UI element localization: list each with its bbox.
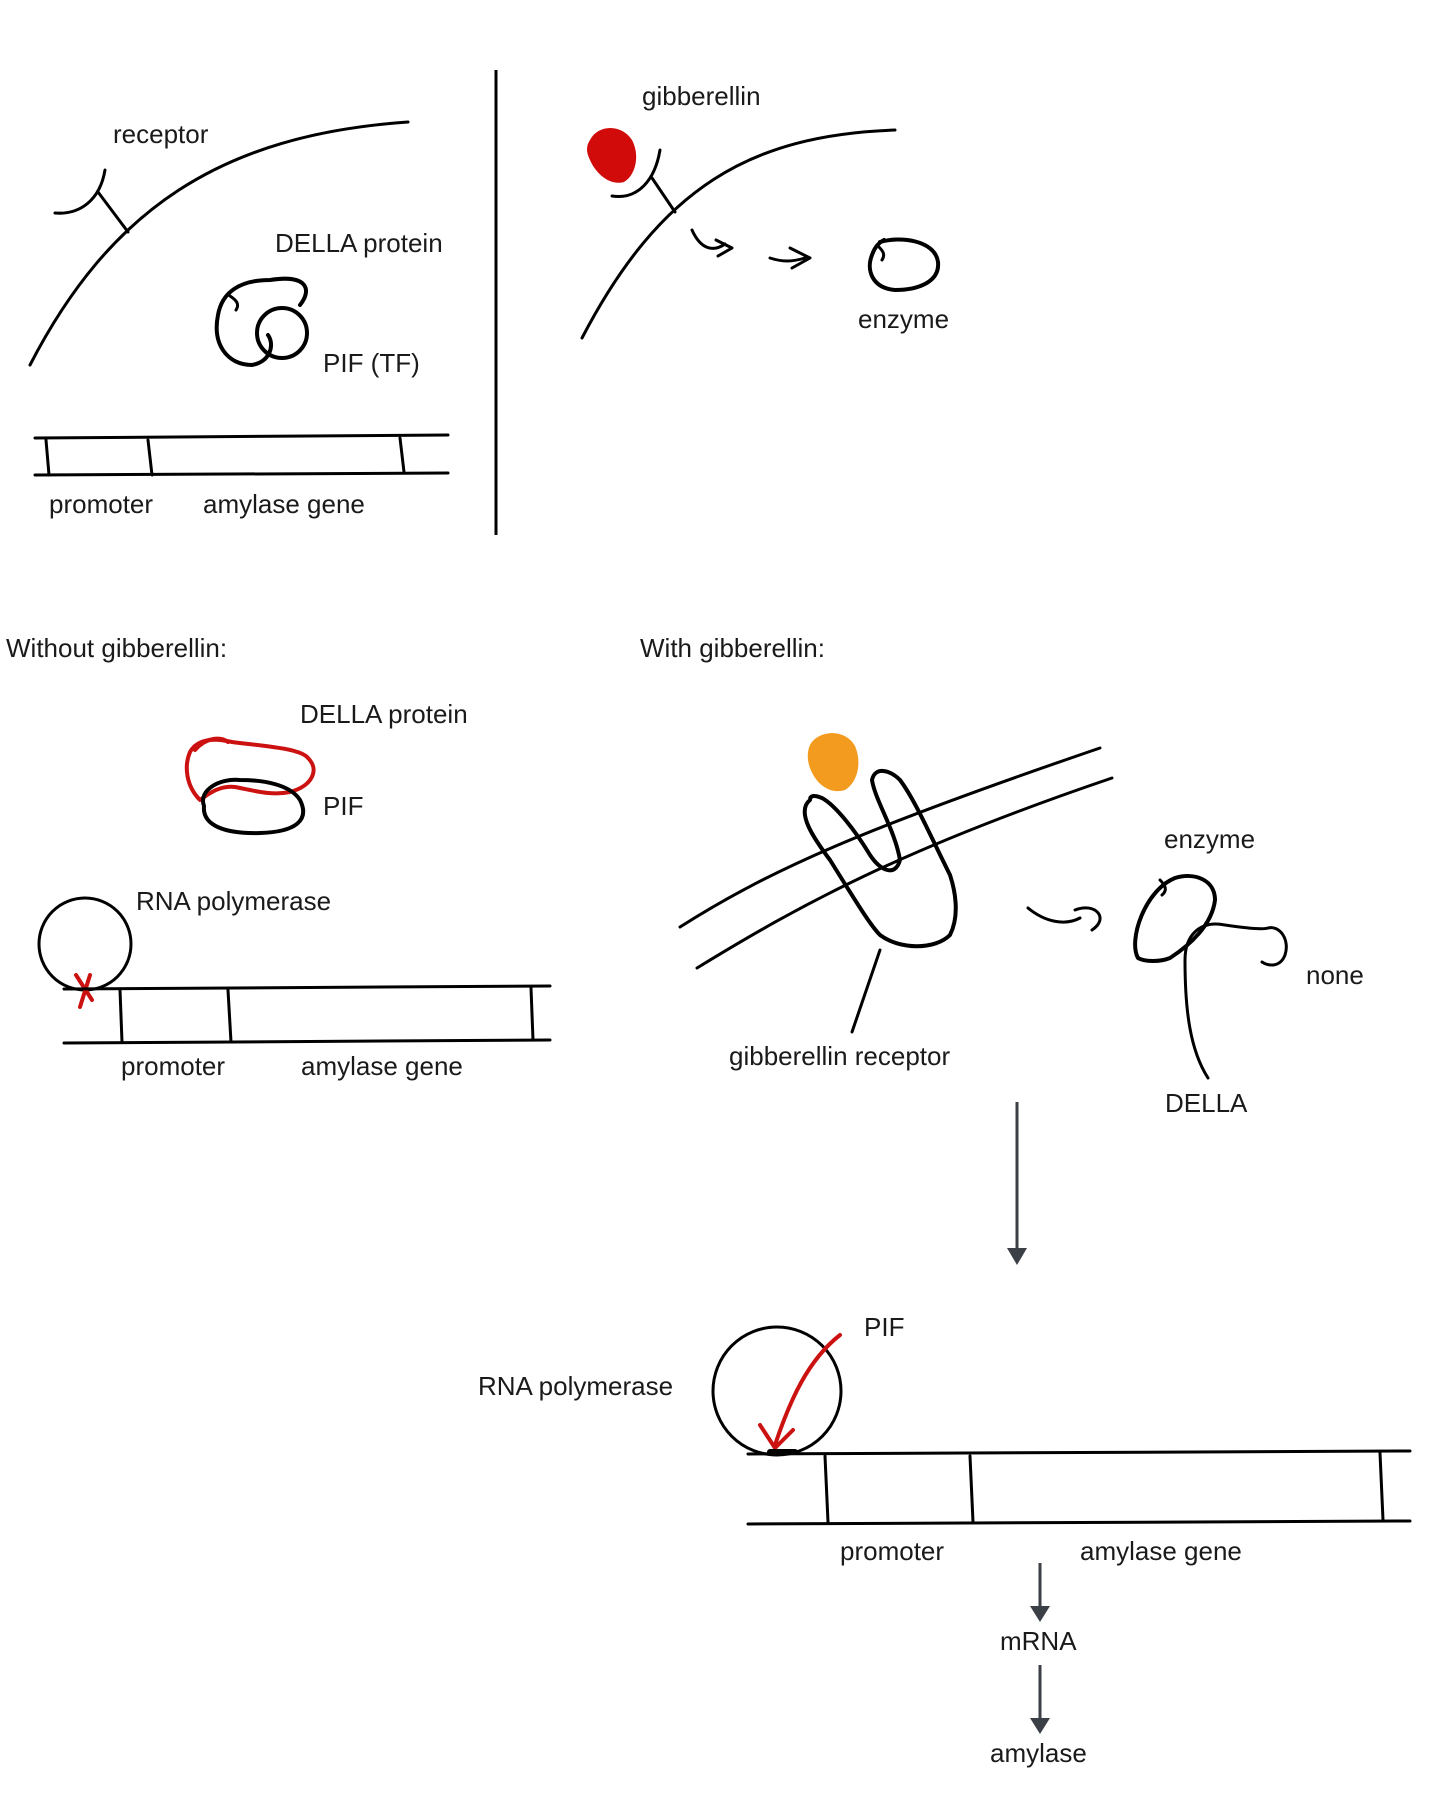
promoter-label: promoter [49,489,153,519]
squiggle-arrow-2 [768,246,812,270]
amylase-gene-label: amylase gene [1080,1536,1242,1566]
without-gibberellin-title: Without gibberellin: [6,633,227,663]
squiggle-arrow-1 [690,228,734,258]
squiggle-arrow [1026,906,1102,932]
receptor-shape [53,168,130,234]
dna-strand [746,1449,1412,1526]
with-gibberellin-title: With gibberellin: [640,633,825,663]
top-left-panel: receptor DELLA protein PIF (TF) promoter… [28,119,450,519]
della-pif-complex [214,276,309,367]
dna-strand [62,984,552,1045]
enzyme-hook [876,244,886,262]
amylase-gene-label: amylase gene [301,1051,463,1081]
top-right-panel: gibberellin enzyme [580,81,949,340]
gibberellin-molecule [587,128,637,183]
receptor-bound-shape [610,148,677,214]
gibberellin-molecule [807,733,859,792]
della-top-hook [193,736,230,752]
pif-label: PIF [864,1312,904,1342]
rna-polymerase-shape [37,896,133,992]
flow-arrow-down-2 [1030,1563,1050,1622]
della-chain [1183,922,1288,1080]
della-protein-shape [184,737,316,802]
pif-binding-arrow [758,1333,842,1450]
rna-polymerase-label: RNA polymerase [136,886,331,916]
with-gibberellin-panel: With gibberellin: gibberellin receptor e… [478,633,1412,1768]
receptor-label-leader [850,948,882,1034]
without-gibberellin-panel: Without gibberellin: DELLA protein PIF R… [6,633,552,1081]
mrna-label: mRNA [1000,1626,1077,1656]
gibberellin-label: gibberellin [642,81,761,111]
della-protein-label: DELLA protein [275,228,443,258]
pif-tf-label: PIF (TF) [323,348,420,378]
pif-protein-shape [201,777,306,836]
della-protein-label: DELLA protein [300,699,468,729]
none-label: none [1306,960,1364,990]
cell-membrane [28,120,410,367]
promoter-label: promoter [840,1536,944,1566]
promoter-label: promoter [121,1051,225,1081]
receptor-label: receptor [113,119,209,149]
enzyme-label: enzyme [1164,824,1255,854]
cell-membrane [678,746,1114,970]
pif-protein-shape [255,306,309,360]
flow-arrow-down-1 [1007,1102,1027,1265]
flow-arrow-down-3 [1030,1665,1050,1734]
enzyme-hook [1158,878,1167,897]
gibberellin-receptor-shape [802,769,958,949]
amylase-gene-label: amylase gene [203,489,365,519]
enzyme-shape [867,237,941,292]
della-hook [228,294,240,312]
pif-label: PIF [323,791,363,821]
enzyme-shape [1133,874,1217,963]
rna-polymerase-label: RNA polymerase [478,1371,673,1401]
enzyme-label: enzyme [858,304,949,334]
cell-membrane [580,128,897,340]
della-protein-shape [214,276,308,367]
dna-strand [33,433,450,477]
amylase-label: amylase [990,1738,1087,1768]
gibberellin-receptor-label: gibberellin receptor [729,1041,950,1071]
della-label: DELLA [1165,1088,1248,1118]
